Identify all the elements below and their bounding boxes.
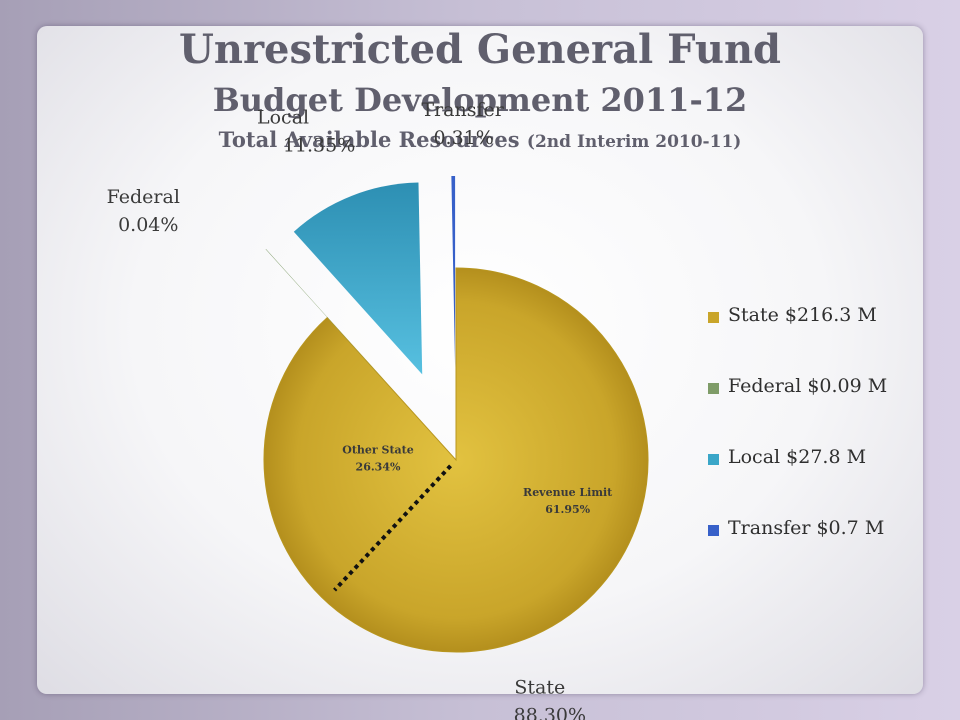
legend-label-state: State $216.3 M — [728, 304, 877, 326]
slice-value-state: 88.30% — [514, 704, 586, 720]
subtitle-2-paren: (2nd Interim 2010-11) — [526, 132, 742, 152]
breakdown-label-revenue-limit: Revenue Limit — [523, 486, 613, 499]
slice-label-federal: Federal — [107, 186, 180, 208]
legend-swatch-local — [708, 454, 719, 465]
legend-swatch-transfer — [708, 525, 719, 536]
slice-value-federal: 0.04% — [118, 214, 178, 236]
pie-slice-transfer — [451, 176, 456, 369]
breakdown-value-revenue-limit: 61.95% — [545, 503, 590, 516]
chart-title: Unrestricted General Fund — [178, 26, 781, 73]
slice-label-state: State — [514, 676, 565, 698]
pie-slices — [263, 176, 649, 653]
chart-subtitle: Budget Development 2011-12 — [212, 81, 748, 119]
pie-slice-labels: Revenue Limit 61.95% Other State 26.34% Stat… — [107, 99, 614, 720]
legend-item-transfer: Transfer $0.7 M — [708, 515, 928, 545]
legend-item-federal: Federal $0.09 M — [708, 373, 928, 403]
legend-label-federal: Federal $0.09 M — [728, 375, 888, 397]
chart-subtitle-2: Total Available Resources (2nd Interim 2… — [0, 126, 960, 156]
pie-slice-federal — [265, 248, 395, 392]
slice-value-transfer: 0.31% — [433, 127, 493, 149]
slice-label-transfer: Transfer — [421, 99, 504, 121]
legend-label-transfer: Transfer $0.7 M — [728, 517, 885, 539]
pie-slice-state — [263, 267, 649, 653]
breakdown-label-other-state: Other State — [342, 443, 414, 456]
breakdown-value-other-state: 26.34% — [356, 460, 401, 473]
legend-item-state: State $216.3 M — [708, 302, 928, 332]
slice-value-local: 11.35% — [283, 134, 355, 156]
legend-swatch-federal — [708, 383, 719, 394]
legend-item-local: Local $27.8 M — [708, 444, 928, 474]
legend-label-local: Local $27.8 M — [728, 446, 867, 468]
pie-slice-local — [293, 182, 423, 375]
slice-label-local: Local — [257, 106, 309, 128]
subtitle-2-main: Total Available Resources — [218, 127, 527, 152]
legend-swatch-state — [708, 312, 719, 323]
